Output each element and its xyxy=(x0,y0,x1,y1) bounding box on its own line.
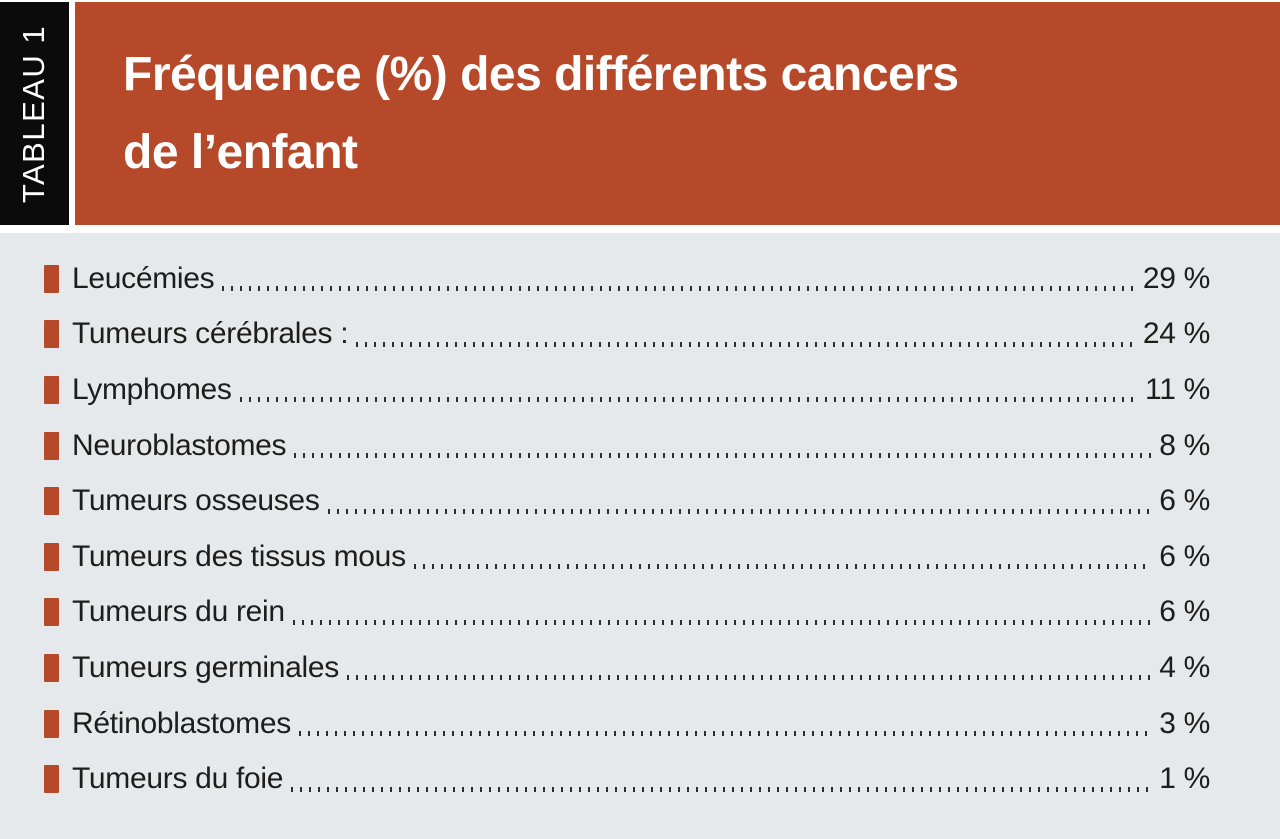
dotted-leader xyxy=(413,564,1152,570)
dotted-leader xyxy=(294,453,1152,459)
tableau-number-tab: TABLEAU 1 xyxy=(0,2,69,225)
row-label: Leucémies xyxy=(72,261,215,295)
row-value: 6 % xyxy=(1159,484,1210,518)
tableau-number-label: TABLEAU 1 xyxy=(16,24,52,203)
row-value: 3 % xyxy=(1159,706,1210,740)
table-title-line1: Fréquence (%) des différents cancers xyxy=(123,47,959,101)
dotted-leader xyxy=(292,619,1152,625)
bullet-square-icon xyxy=(44,264,59,293)
row-label: Tumeurs des tissus mous xyxy=(72,539,406,573)
bullet-square-icon xyxy=(44,653,59,682)
table-row: Tumeurs cérébrales : 24 % xyxy=(44,307,1210,363)
dotted-leader xyxy=(222,286,1135,292)
bullet-square-icon xyxy=(44,765,59,794)
row-label: Lymphomes xyxy=(72,372,232,406)
table-row: Tumeurs du foie 1 % xyxy=(44,751,1210,807)
row-value: 24 % xyxy=(1142,317,1210,351)
row-label: Tumeurs du rein xyxy=(72,595,285,629)
row-value: 6 % xyxy=(1159,539,1210,573)
table-row: Neuroblastomes 8 % xyxy=(44,418,1210,474)
table-header: TABLEAU 1 Fréquence (%) des différents c… xyxy=(0,2,1280,225)
row-value: 29 % xyxy=(1142,261,1210,295)
table-row: Tumeurs germinales 4 % xyxy=(44,640,1210,696)
row-label: Tumeurs cérébrales : xyxy=(72,317,349,351)
table-row: Tumeurs du rein 6 % xyxy=(44,585,1210,641)
row-label: Rétinoblastomes xyxy=(72,706,291,740)
bullet-square-icon xyxy=(44,320,59,349)
row-label: Tumeurs osseuses xyxy=(72,484,320,518)
bullet-square-icon xyxy=(44,431,59,460)
dotted-leader xyxy=(291,786,1152,792)
frequency-table: Leucémies 29 % Tumeurs cérébrales : 24 %… xyxy=(0,233,1280,839)
bullet-square-icon xyxy=(44,542,59,571)
dotted-leader xyxy=(298,731,1152,737)
table-row: Rétinoblastomes 3 % xyxy=(44,696,1210,752)
bullet-square-icon xyxy=(44,375,59,404)
row-value: 11 % xyxy=(1145,372,1210,406)
row-value: 8 % xyxy=(1159,428,1210,462)
row-label: Neuroblastomes xyxy=(72,428,287,462)
dotted-leader xyxy=(346,675,1152,681)
row-value: 1 % xyxy=(1159,762,1210,796)
row-label: Tumeurs germinales xyxy=(72,650,339,684)
table-row: Leucémies 29 % xyxy=(44,251,1210,307)
row-value: 4 % xyxy=(1159,650,1210,684)
dotted-leader xyxy=(327,508,1152,514)
title-bar: Fréquence (%) des différents cancers de … xyxy=(75,2,1280,225)
table-row: Tumeurs osseuses 6 % xyxy=(44,473,1210,529)
dotted-leader xyxy=(356,341,1135,347)
dotted-leader xyxy=(239,397,1138,403)
bullet-square-icon xyxy=(44,598,59,627)
table-row: Lymphomes 11 % xyxy=(44,362,1210,418)
row-label: Tumeurs du foie xyxy=(72,762,284,796)
table-title-line2: de l’enfant xyxy=(123,125,358,179)
row-value: 6 % xyxy=(1159,595,1210,629)
bullet-square-icon xyxy=(44,487,59,516)
table-row: Tumeurs des tissus mous 6 % xyxy=(44,529,1210,585)
bullet-square-icon xyxy=(44,709,59,738)
